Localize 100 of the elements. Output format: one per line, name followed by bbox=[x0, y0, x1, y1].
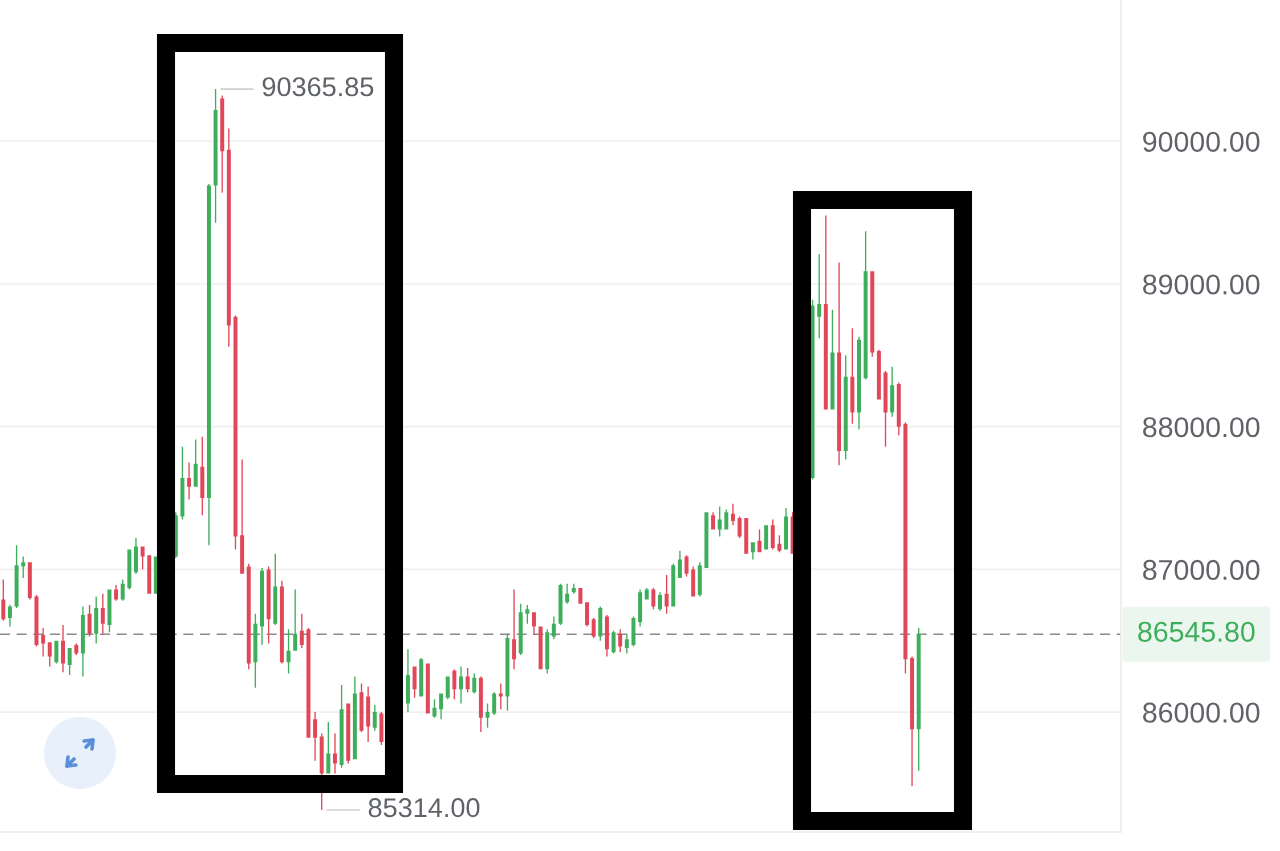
candlestick bbox=[784, 508, 789, 550]
candlestick bbox=[717, 506, 722, 537]
candlestick bbox=[512, 589, 517, 670]
y-tick-label: 87000.00 bbox=[1143, 559, 1260, 581]
candlestick bbox=[658, 592, 662, 611]
candlestick bbox=[910, 656, 915, 787]
candlestick bbox=[777, 535, 782, 553]
candlestick bbox=[684, 555, 689, 577]
candlestick bbox=[505, 633, 510, 711]
candlestick bbox=[366, 686, 371, 743]
candlestick bbox=[465, 667, 470, 693]
candlestick bbox=[273, 553, 278, 626]
candlestick bbox=[638, 589, 643, 627]
candlestick bbox=[538, 626, 543, 670]
y-tick-label: 90000.00 bbox=[1143, 131, 1260, 152]
candlestick bbox=[611, 630, 616, 654]
candlestick bbox=[233, 315, 238, 550]
candlestick bbox=[677, 550, 682, 578]
candlestick bbox=[187, 462, 192, 500]
annotation: 90365.85 bbox=[262, 77, 374, 97]
annotation: 85314.00 bbox=[368, 798, 480, 818]
candlestick bbox=[74, 643, 79, 656]
candlestick bbox=[585, 602, 590, 627]
candlestick bbox=[916, 627, 921, 771]
candlestick bbox=[34, 595, 39, 647]
candlestick bbox=[114, 585, 119, 601]
candlestick bbox=[478, 676, 483, 733]
candlestick bbox=[810, 299, 815, 480]
candlestick bbox=[545, 629, 550, 674]
candlestick bbox=[206, 184, 211, 546]
candlestick bbox=[903, 422, 908, 674]
candlestick bbox=[863, 231, 868, 380]
candlestick bbox=[412, 666, 417, 698]
candlestick bbox=[107, 589, 112, 633]
candlestick bbox=[405, 649, 410, 713]
candlestick bbox=[120, 579, 125, 601]
candlestick bbox=[691, 566, 696, 597]
candlestick bbox=[896, 382, 901, 436]
y-tick-label: 89000.00 bbox=[1143, 274, 1260, 295]
candlestick bbox=[823, 215, 828, 410]
candlestick bbox=[147, 555, 152, 594]
candlestick bbox=[525, 605, 530, 624]
candlestick bbox=[200, 436, 205, 516]
candlestick bbox=[671, 563, 676, 607]
candlestick bbox=[452, 669, 457, 700]
candlestick bbox=[737, 516, 742, 539]
y-tick-label: 86000.00 bbox=[1143, 702, 1260, 723]
candlestick bbox=[770, 519, 775, 550]
candlestick bbox=[744, 518, 749, 554]
candlestick bbox=[379, 712, 384, 745]
candlestick bbox=[1, 579, 6, 621]
candlestick bbox=[890, 366, 895, 417]
candlestick bbox=[664, 575, 669, 614]
candlestick bbox=[332, 733, 337, 774]
candlestick bbox=[598, 606, 603, 641]
candlestick bbox=[472, 673, 477, 694]
candlestick bbox=[445, 676, 450, 700]
candlestick bbox=[697, 562, 702, 597]
candlestick bbox=[41, 627, 46, 657]
candlestick bbox=[492, 692, 497, 715]
candlestick bbox=[624, 633, 629, 654]
candlestick bbox=[213, 89, 218, 223]
candlestick bbox=[857, 336, 861, 430]
candlestick bbox=[306, 627, 311, 738]
candlestick bbox=[180, 446, 185, 520]
candlestick bbox=[279, 580, 284, 664]
candlestick bbox=[439, 693, 444, 720]
candlestick bbox=[21, 556, 26, 578]
candlestick bbox=[47, 642, 52, 667]
candlestick bbox=[843, 355, 848, 460]
candlestick bbox=[80, 606, 85, 677]
candlestick bbox=[644, 587, 649, 600]
candlestick bbox=[518, 603, 523, 656]
candlestick bbox=[730, 503, 735, 526]
candlestick bbox=[87, 605, 92, 637]
candlestick bbox=[551, 616, 556, 640]
candlestick bbox=[883, 371, 888, 447]
candlestick bbox=[591, 617, 596, 638]
candlestick bbox=[313, 712, 318, 761]
candlestick bbox=[531, 612, 536, 636]
candlestick bbox=[876, 349, 881, 400]
ref-line-label: 86545.80 bbox=[1138, 621, 1255, 642]
candlestick bbox=[253, 613, 258, 688]
candlestick bbox=[339, 685, 344, 768]
candlestick bbox=[372, 704, 377, 731]
candlestick bbox=[750, 542, 755, 560]
candlestick bbox=[220, 95, 225, 193]
y-tick-label: 88000.00 bbox=[1143, 417, 1260, 438]
candlestick bbox=[240, 459, 245, 574]
candlestick bbox=[346, 703, 351, 764]
candlestick bbox=[100, 593, 105, 634]
candlestick bbox=[850, 328, 855, 424]
candlestick bbox=[604, 615, 609, 657]
candlestick bbox=[14, 545, 19, 608]
candlestick bbox=[837, 262, 842, 466]
candlestick bbox=[631, 616, 636, 647]
candlestick bbox=[704, 512, 709, 568]
candlestick bbox=[870, 271, 875, 357]
candlestick bbox=[711, 512, 716, 530]
candlestick bbox=[724, 509, 729, 530]
